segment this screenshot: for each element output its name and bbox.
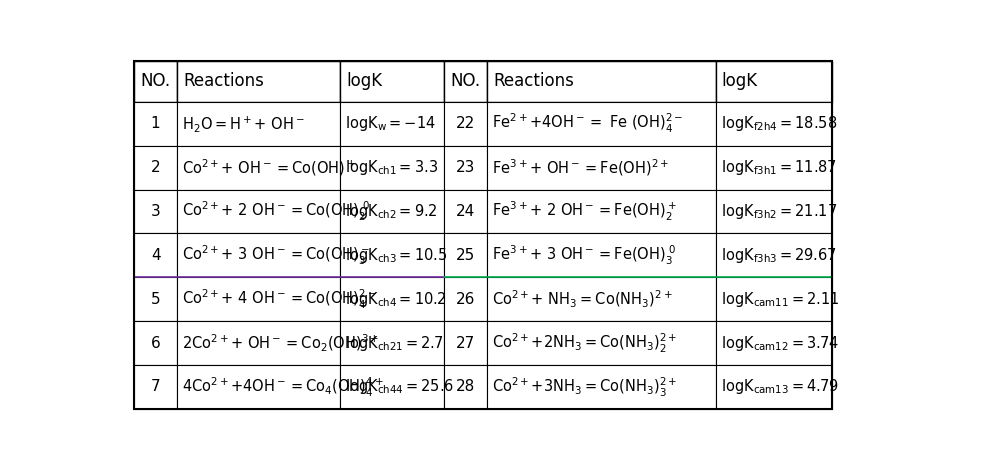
Bar [487, 321, 716, 365]
Text: $\mathrm{logK_{ch44}{=}25.6}$: $\mathrm{logK_{ch44}{=}25.6}$ [345, 377, 454, 396]
Bar [134, 61, 177, 102]
Bar [340, 233, 444, 277]
Bar [340, 190, 444, 233]
Bar [487, 102, 716, 146]
Text: 5: 5 [151, 292, 160, 307]
Text: logK: logK [346, 72, 382, 90]
Text: $\mathrm{logK_{cam13}{=}4.79}$: $\mathrm{logK_{cam13}{=}4.79}$ [721, 377, 839, 396]
Bar [177, 102, 340, 146]
Bar [177, 233, 340, 277]
Bar [340, 146, 444, 190]
Bar [716, 277, 832, 321]
Text: $\mathrm{logK_{f3h3}{=}29.67}$: $\mathrm{logK_{f3h3}{=}29.67}$ [721, 246, 837, 265]
Bar [716, 102, 832, 146]
Bar [340, 277, 444, 321]
Text: $\mathrm{Fe^{2+}{+}4OH^-{=}\ Fe\ (OH)_4^{2-}}$: $\mathrm{Fe^{2+}{+}4OH^-{=}\ Fe\ (OH)_4^… [492, 112, 684, 136]
Text: $\mathrm{logK_{f2h4}{=}18.58}$: $\mathrm{logK_{f2h4}{=}18.58}$ [721, 114, 837, 133]
Text: 1: 1 [151, 116, 160, 131]
Bar [716, 321, 832, 365]
Text: $\mathrm{logK_{cam11}{=}2.11}$: $\mathrm{logK_{cam11}{=}2.11}$ [721, 290, 839, 309]
Bar [134, 321, 177, 365]
Bar [487, 61, 716, 102]
Bar [487, 277, 716, 321]
Text: $\mathrm{logK_{f3h1}{=}11.87}$: $\mathrm{logK_{f3h1}{=}11.87}$ [721, 158, 837, 177]
Text: $\mathrm{Fe^{3+}{+}\ 2\ OH^-{=}Fe(OH)_2^+}$: $\mathrm{Fe^{3+}{+}\ 2\ OH^-{=}Fe(OH)_2^… [492, 200, 677, 223]
Text: 7: 7 [151, 380, 160, 394]
Bar [444, 365, 487, 409]
Bar [444, 321, 487, 365]
Text: $\mathrm{logK_{f3h2}{=}21.17}$: $\mathrm{logK_{f3h2}{=}21.17}$ [721, 202, 837, 221]
Bar [177, 277, 340, 321]
Bar [716, 146, 832, 190]
Bar [444, 233, 487, 277]
Text: $\mathrm{Fe^{3+}{+}\ 3\ OH^-{=}Fe(OH)_3^{\ 0}}$: $\mathrm{Fe^{3+}{+}\ 3\ OH^-{=}Fe(OH)_3^… [492, 244, 677, 267]
Bar [444, 190, 487, 233]
Text: $\mathrm{4Co^{2+}{+}4OH^-{=}Co_4(OH)_4^{4+}}$: $\mathrm{4Co^{2+}{+}4OH^-{=}Co_4(OH)_4^{… [182, 375, 384, 399]
Text: $\mathrm{Co^{2+}{+}\ 3\ OH^-{=}Co(OH)_3^-}$: $\mathrm{Co^{2+}{+}\ 3\ OH^-{=}Co(OH)_3^… [182, 244, 371, 267]
Bar [716, 365, 832, 409]
Bar [340, 365, 444, 409]
Text: $\mathrm{logK_{ch1}{=}3.3}$: $\mathrm{logK_{ch1}{=}3.3}$ [345, 158, 438, 177]
Bar [134, 365, 177, 409]
Text: 22: 22 [456, 116, 475, 131]
Bar [487, 365, 716, 409]
Bar [340, 102, 444, 146]
Text: 3: 3 [151, 204, 160, 219]
Text: NO.: NO. [451, 72, 481, 90]
Text: 27: 27 [456, 336, 475, 350]
Text: $\mathrm{Co^{2+}{+}3NH_3{=}Co(NH_3)_3^{2+}}$: $\mathrm{Co^{2+}{+}3NH_3{=}Co(NH_3)_3^{2… [492, 375, 678, 399]
Text: $\mathrm{logK_w{=}{-}14}$: $\mathrm{logK_w{=}{-}14}$ [345, 114, 436, 133]
Bar [444, 277, 487, 321]
Text: $\mathrm{logK_{ch4}{=}10.2}$: $\mathrm{logK_{ch4}{=}10.2}$ [345, 290, 447, 309]
Text: $\mathrm{Co^{2+}{+}\ 2\ OH^-{=}Co(OH)_2^{\ 0}}$: $\mathrm{Co^{2+}{+}\ 2\ OH^-{=}Co(OH)_2^… [182, 200, 370, 223]
Bar [134, 277, 177, 321]
Text: $\mathrm{Co^{2+}{+}\ NH_3{=}Co(NH_3)^{2+}}$: $\mathrm{Co^{2+}{+}\ NH_3{=}Co(NH_3)^{2+… [492, 289, 673, 310]
Text: $\mathrm{logK_{ch2}{=}9.2}$: $\mathrm{logK_{ch2}{=}9.2}$ [345, 202, 437, 221]
Bar [444, 61, 487, 102]
Bar [177, 190, 340, 233]
Bar [340, 61, 444, 102]
Bar [487, 146, 716, 190]
Bar [177, 61, 340, 102]
Text: 26: 26 [456, 292, 475, 307]
Text: $\mathrm{2Co^{2+}{+}\ OH^-{=}Co_2(OH)^{3+}}$: $\mathrm{2Co^{2+}{+}\ OH^-{=}Co_2(OH)^{3… [182, 332, 380, 354]
Bar [134, 146, 177, 190]
Text: $\mathrm{logK_{ch3}{=}10.5}$: $\mathrm{logK_{ch3}{=}10.5}$ [345, 246, 447, 265]
Bar [444, 102, 487, 146]
Bar [716, 61, 832, 102]
Text: 2: 2 [151, 160, 160, 175]
Text: 28: 28 [456, 380, 475, 394]
Text: logK: logK [722, 72, 758, 90]
Bar [177, 365, 340, 409]
Text: $\mathrm{Fe^{3+}{+}\ OH^-{=}Fe(OH)^{2+}}$: $\mathrm{Fe^{3+}{+}\ OH^-{=}Fe(OH)^{2+}}… [492, 157, 670, 178]
Bar [134, 190, 177, 233]
Text: $\mathrm{Co^{2+}{+}\ OH^-{=}Co(OH)^+}$: $\mathrm{Co^{2+}{+}\ OH^-{=}Co(OH)^+}$ [182, 157, 357, 178]
Text: 6: 6 [151, 336, 160, 350]
Bar [177, 321, 340, 365]
Bar [444, 146, 487, 190]
Bar [134, 102, 177, 146]
Bar [177, 146, 340, 190]
Text: Reactions: Reactions [183, 72, 264, 90]
Text: NO.: NO. [140, 72, 171, 90]
Text: $\mathrm{Co^{2+}{+}\ 4\ OH^-{=}Co(OH)_4^{2-}}$: $\mathrm{Co^{2+}{+}\ 4\ OH^-{=}Co(OH)_4^… [182, 288, 377, 311]
Bar [716, 233, 832, 277]
Bar [134, 233, 177, 277]
Text: $\mathrm{logK_{ch21}{=}2.7}$: $\mathrm{logK_{ch21}{=}2.7}$ [345, 333, 444, 353]
Bar [487, 233, 716, 277]
Text: 25: 25 [456, 248, 475, 263]
Text: $\mathrm{H_2O{=}H^+{+}\ OH^-}$: $\mathrm{H_2O{=}H^+{+}\ OH^-}$ [182, 114, 305, 134]
Text: Reactions: Reactions [493, 72, 574, 90]
Bar [487, 190, 716, 233]
Text: $\mathrm{logK_{cam12}{=}3.74}$: $\mathrm{logK_{cam12}{=}3.74}$ [721, 333, 839, 353]
Text: 4: 4 [151, 248, 160, 263]
Text: 24: 24 [456, 204, 475, 219]
Bar [340, 321, 444, 365]
Text: 23: 23 [456, 160, 475, 175]
Bar [716, 190, 832, 233]
Text: $\mathrm{Co^{2+}{+}2NH_3{=}Co(NH_3)_2^{2+}}$: $\mathrm{Co^{2+}{+}2NH_3{=}Co(NH_3)_2^{2… [492, 332, 678, 355]
